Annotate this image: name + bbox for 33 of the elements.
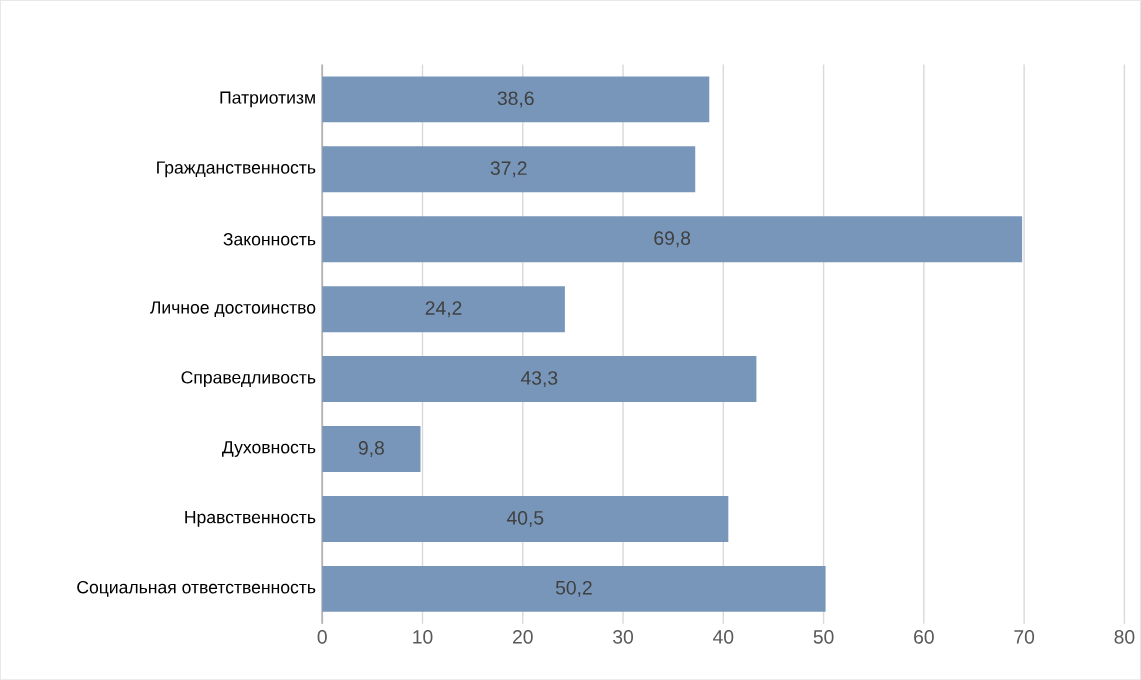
- x-tick-label: 20: [513, 630, 533, 644]
- y-tick-label: Справедливость: [181, 371, 316, 387]
- y-tick-label: Патриотизм: [220, 91, 315, 108]
- y-tick-label: Личное достоинство: [150, 301, 316, 317]
- bar: [322, 425, 421, 472]
- data-label: 50,2: [555, 580, 592, 597]
- data-label: 43,3: [520, 371, 558, 388]
- x-tick-label: 80: [1114, 630, 1135, 644]
- x-tick-label: 40: [713, 630, 734, 644]
- data-label: 9,8: [358, 441, 384, 457]
- x-tick-label: 10: [413, 630, 433, 644]
- x-tick-label: 0: [317, 630, 327, 644]
- bar: [322, 286, 565, 333]
- bar: [322, 76, 710, 123]
- y-tick-label: Гражданственность: [157, 161, 316, 178]
- data-label: 37,2: [490, 161, 527, 178]
- bar: [322, 356, 757, 403]
- bar: [322, 495, 729, 542]
- y-tick-label: Социальная ответственность: [77, 580, 316, 597]
- y-tick-label: Законность: [223, 232, 316, 246]
- x-tick-label: 60: [914, 630, 934, 644]
- data-label: 40,5: [506, 510, 544, 527]
- bar: [322, 146, 696, 193]
- x-tick-label: 30: [613, 630, 634, 644]
- bar: [322, 216, 1023, 263]
- data-label: 69,8: [654, 231, 691, 248]
- y-tick-label: Нравственность: [185, 511, 316, 527]
- y-tick-label: Духовность: [222, 441, 316, 457]
- x-tick-label: 50: [813, 630, 834, 644]
- data-label: 38,6: [497, 91, 534, 108]
- data-label: 24,2: [425, 301, 462, 318]
- bar: [322, 565, 826, 612]
- x-tick-label: 70: [1014, 630, 1035, 644]
